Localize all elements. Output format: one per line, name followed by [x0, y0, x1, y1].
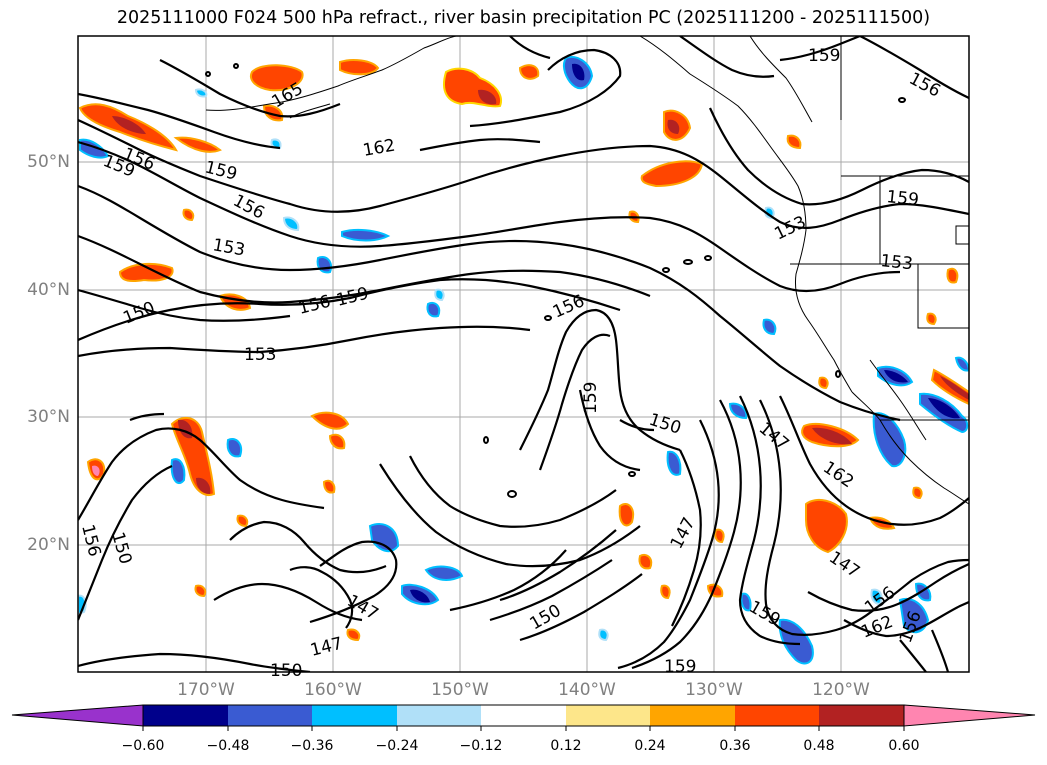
colorbar-tick-label: 0.12	[550, 738, 582, 754]
colorbar-tick-marks	[142, 726, 905, 731]
refractivity-contours	[78, 36, 969, 672]
coastlines	[205, 36, 969, 505]
precip-negative-areas	[78, 56, 969, 665]
colorbar-extend-high	[903, 704, 1036, 727]
contour-label: 159	[808, 46, 840, 66]
colorbar-segment	[819, 705, 904, 726]
small-contour-blobs	[205, 63, 906, 498]
colorbar-extend-low	[11, 704, 144, 727]
map-title: 2025111000 F024 500 hPa refract., river …	[116, 8, 931, 28]
colorbar-segment	[228, 705, 312, 726]
colorbar-tick-label: −0.12	[459, 738, 503, 754]
lon-label-130w: 130°W	[685, 680, 743, 700]
colorbar-tick-label: −0.48	[206, 738, 250, 754]
colorbar-segment	[481, 705, 566, 726]
colorbar-segment	[312, 705, 397, 726]
lat-label-20n: 20°N	[27, 535, 70, 555]
contour-label: 159	[664, 657, 696, 677]
contour-label: 150	[270, 661, 302, 681]
lat-label-40n: 40°N	[27, 280, 70, 300]
lat-label-50n: 50°N	[27, 152, 70, 172]
lon-label-160w: 160°W	[304, 680, 362, 700]
colorbar-tick-label: 0.48	[803, 738, 835, 754]
lon-label-140w: 140°W	[558, 680, 616, 700]
contour-label: 153	[244, 345, 276, 365]
colorbar-tick-label: 0.24	[634, 738, 666, 754]
colorbar-segment	[143, 705, 228, 726]
colorbar-segment	[650, 705, 735, 726]
colorbar-segment	[735, 705, 819, 726]
colorbar-tick-label: 0.60	[888, 738, 920, 754]
colorbar	[11, 704, 1036, 731]
contour-label: 159	[885, 187, 919, 210]
contour-label: 159	[581, 382, 601, 414]
colorbar-frame	[142, 704, 905, 727]
lon-label-150w: 150°W	[431, 680, 489, 700]
colorbar-tick-label: −0.24	[375, 738, 419, 754]
lon-label-120w: 120°W	[812, 680, 870, 700]
contour-label: 153	[879, 251, 913, 274]
lat-label-30n: 30°N	[27, 407, 70, 427]
colorbar-segment	[566, 705, 650, 726]
map-frame	[77, 35, 970, 673]
lon-label-170w: 170°W	[177, 680, 235, 700]
colorbar-tick-label: −0.36	[290, 738, 334, 754]
colorbar-tick-label: 0.36	[719, 738, 751, 754]
colorbar-tick-label: −0.60	[121, 738, 165, 754]
colorbar-segment	[397, 705, 481, 726]
